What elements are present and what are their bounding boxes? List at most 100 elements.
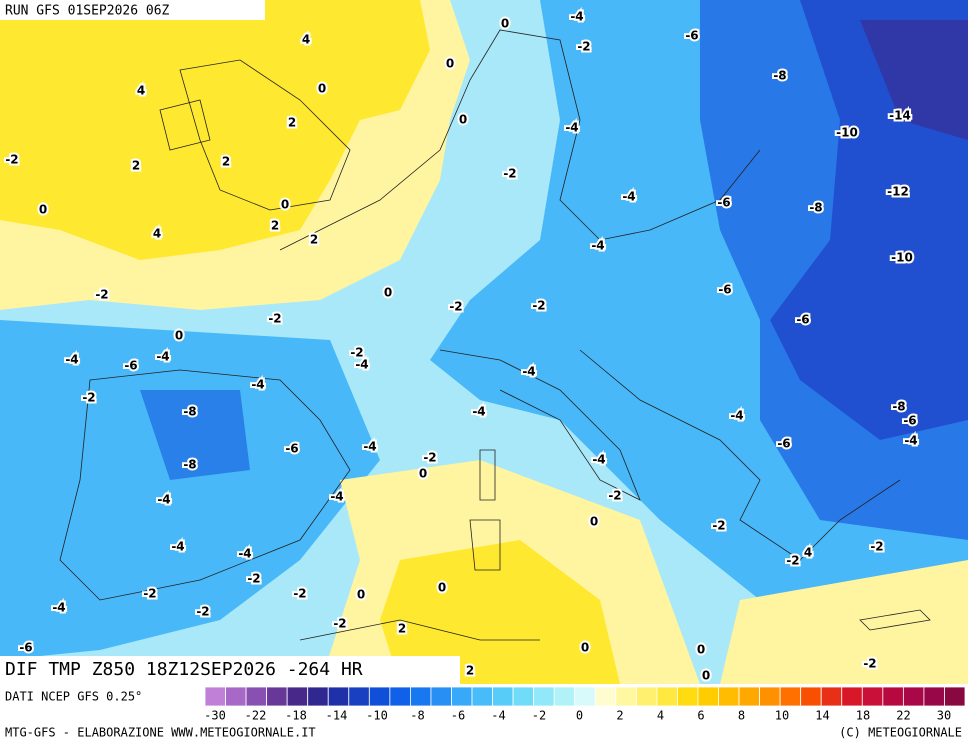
- colorbar: -30 -22 -18 -14 -10 -8 -6 -4 -2 0 2 4 6 8 10 14 18 22 30: [204, 686, 966, 723]
- warm-region: [720, 560, 968, 684]
- contour-label: -2: [423, 451, 436, 465]
- colorbar-swatch: [533, 686, 555, 707]
- contour-label: 4: [137, 84, 145, 98]
- contour-label: -6: [285, 442, 298, 456]
- contour-label: -4: [330, 490, 343, 504]
- colorbar-tick-label: 30: [937, 709, 951, 723]
- contour-label: 0: [39, 203, 47, 217]
- contour-label: -10: [836, 126, 858, 140]
- contour-label: -8: [183, 458, 196, 472]
- contour-label: -2: [608, 489, 621, 503]
- contour-label: 0: [357, 588, 365, 602]
- colorbar-swatch: [677, 686, 699, 707]
- contour-label: -4: [730, 409, 743, 423]
- contour-label: -4: [472, 405, 485, 419]
- cold-region: [140, 390, 250, 480]
- colorbar-swatch: [286, 686, 309, 707]
- colorbar-swatch: [718, 686, 740, 707]
- coldest-region: [860, 20, 968, 140]
- contour-label: 0: [446, 57, 454, 71]
- title-box: [0, 656, 460, 684]
- colorbar-tick-label: 22: [896, 709, 910, 723]
- contour-label: -6: [903, 414, 916, 428]
- colorbar-swatch: [410, 686, 432, 707]
- colorbar-swatch: [820, 686, 843, 707]
- coastlines: [59, 29, 931, 641]
- contour-label: -6: [685, 29, 698, 43]
- contour-label: -2: [863, 657, 876, 671]
- source-label: DATI NCEP GFS 0.25°: [5, 690, 142, 704]
- contour-label: -8: [773, 69, 786, 83]
- copyright-label: (C) METEOGIORNALE: [839, 726, 962, 740]
- contour-label: 2: [132, 159, 140, 173]
- contour-label: -4: [570, 10, 583, 24]
- contour-label: -2: [449, 300, 462, 314]
- colorbar-swatch: [512, 686, 535, 707]
- contour-label: 0: [384, 286, 392, 300]
- contour-label: 2: [310, 233, 318, 247]
- contour-label: 2: [288, 116, 296, 130]
- contour-label: -4: [363, 440, 376, 454]
- contour-label: 0: [459, 113, 467, 127]
- colorbar-tick-label: -4: [491, 709, 505, 723]
- colorbar-tick-label: 10: [775, 709, 789, 723]
- contour-label: -2: [5, 153, 18, 167]
- colorbar-swatch: [245, 686, 268, 707]
- contour-label: -6: [717, 196, 730, 210]
- contour-label: -2: [503, 167, 516, 181]
- contour-label: -4: [904, 434, 917, 448]
- contour-label: 4: [302, 33, 310, 47]
- colorbar-tick-label: 2: [616, 709, 623, 723]
- colorbar-tick-label: -10: [366, 709, 388, 723]
- contour-label: -14: [889, 109, 911, 123]
- colorbar-swatch: [779, 686, 802, 707]
- colorbar-swatch: [697, 686, 719, 707]
- contour-label: -2: [786, 554, 799, 568]
- contour-label: -4: [592, 453, 605, 467]
- contour-label: 0: [438, 581, 446, 595]
- colorbar-swatch: [266, 686, 288, 707]
- contour-label: -6: [796, 313, 809, 327]
- contour-label: 0: [318, 82, 326, 96]
- contour-label: -2: [196, 605, 209, 619]
- colorbar-tick-label: 14: [815, 709, 829, 723]
- colorbar-swatch: [348, 686, 370, 707]
- colorbar-tick-label: 8: [738, 709, 745, 723]
- colorbar-swatch: [882, 686, 904, 707]
- warm-region: [380, 540, 620, 684]
- header-box: [0, 0, 265, 20]
- contour-label: -2: [350, 346, 363, 360]
- warm-region: [0, 0, 430, 260]
- colorbar-swatch: [225, 686, 247, 707]
- contour-labels: 40 -4-2-604 0-82 0-4 -10-14-2 22-2-120 0-4 -6 -8…: [3, 8, 919, 685]
- contour-label: -8: [809, 201, 822, 215]
- contour-label: -4: [65, 353, 78, 367]
- contour-label: -2: [712, 519, 725, 533]
- contour-label: -4: [591, 239, 604, 253]
- colorbar-swatch: [307, 686, 329, 707]
- contour-label: -4: [156, 350, 169, 364]
- contour-label: -8: [892, 400, 905, 414]
- colorbar-swatch: [574, 686, 596, 707]
- contour-label: -4: [157, 493, 170, 507]
- colorbar-swatch: [923, 686, 945, 707]
- colorbar-swatch: [902, 686, 925, 707]
- contour-label: -2: [293, 587, 306, 601]
- colorbar-tick-label: -22: [245, 709, 267, 723]
- colorbar-tick-label: -6: [451, 709, 465, 723]
- colorbar-tick-label: -18: [285, 709, 307, 723]
- credit-label: MTG-GFS - ELABORAZIONE WWW.METEOGIORNALE…: [5, 726, 316, 740]
- contour-label: -4: [52, 601, 65, 615]
- contour-label: -2: [333, 617, 346, 631]
- colorbar-tick-label: 6: [697, 709, 704, 723]
- colorbar-swatch: [471, 686, 493, 707]
- colorbar-tick-label: -8: [410, 709, 424, 723]
- colorbar-swatch: [944, 686, 966, 707]
- contour-label: -12: [887, 185, 909, 199]
- contour-label: -2: [247, 572, 260, 586]
- contour-label: -4: [355, 358, 368, 372]
- contour-label: -2: [268, 312, 281, 326]
- contour-label: -4: [565, 121, 578, 135]
- colorbar-swatch: [594, 686, 617, 707]
- contour-label: 0: [175, 329, 183, 343]
